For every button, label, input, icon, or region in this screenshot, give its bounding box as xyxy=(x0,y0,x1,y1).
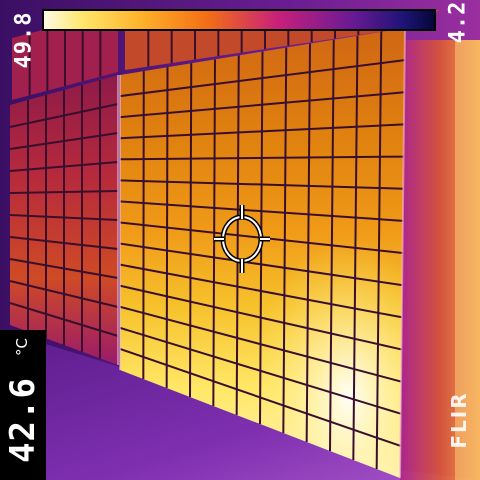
scale-max-label: 49.8 xyxy=(11,11,37,69)
grid-line xyxy=(119,242,403,287)
temperature-scale-bar xyxy=(44,11,434,29)
flir-logo-text: FLIR xyxy=(447,391,471,449)
grid-line xyxy=(9,214,119,221)
grid-line xyxy=(119,179,404,190)
grid-line xyxy=(9,258,119,279)
grid-line xyxy=(119,305,402,383)
grid-line xyxy=(9,302,119,337)
temperature-unit: °C xyxy=(13,338,31,356)
grid-line xyxy=(119,326,402,415)
grid-line xyxy=(119,347,401,447)
flir-logo-icon: FLIR xyxy=(447,391,471,448)
grid-line xyxy=(119,123,404,140)
grid-line xyxy=(9,190,119,194)
spot-temperature-value: 42.6 xyxy=(3,377,43,463)
grid-line xyxy=(9,236,119,250)
crosshair-icon xyxy=(214,205,270,273)
grid-line xyxy=(119,91,405,119)
scale-min-label: 4.2 xyxy=(445,0,471,44)
grid-line xyxy=(119,284,402,351)
grid-line xyxy=(9,132,119,150)
grid-line xyxy=(119,59,405,98)
grid-line xyxy=(9,280,119,308)
spot-reading-panel xyxy=(0,330,46,480)
grid-line xyxy=(119,200,403,222)
grid-line xyxy=(119,155,404,161)
grid-line xyxy=(9,161,119,172)
grid-line xyxy=(9,103,119,128)
grid-line xyxy=(119,263,402,319)
